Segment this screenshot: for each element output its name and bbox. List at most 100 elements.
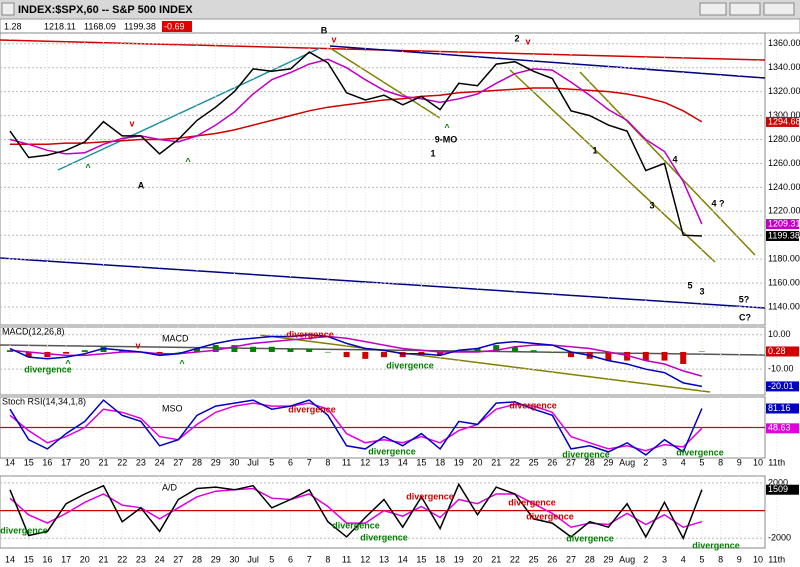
x-tick-label: 15 bbox=[416, 554, 426, 564]
value-tag bbox=[766, 116, 799, 127]
ad-panel bbox=[0, 475, 766, 549]
histogram-bar bbox=[7, 350, 13, 352]
x-tick-label: 25 bbox=[529, 554, 539, 564]
histogram-bar bbox=[100, 346, 107, 352]
annotation: B bbox=[321, 25, 328, 35]
annotation: 1 bbox=[430, 148, 435, 158]
x-tick-label: 29 bbox=[603, 457, 613, 467]
x-tick-label: 19 bbox=[454, 554, 464, 564]
x-tick-label: 9 bbox=[737, 554, 742, 564]
y-tick-label: 1280.00 bbox=[768, 134, 800, 144]
x-tick-label: 2 bbox=[643, 554, 648, 564]
histogram-bar bbox=[530, 350, 537, 352]
annotation: divergence bbox=[508, 497, 556, 507]
chart-title: INDEX:$SPX,60 -- S&P 500 INDEX bbox=[18, 4, 193, 16]
histogram-bar bbox=[568, 351, 574, 358]
x-tick-label: 22 bbox=[117, 554, 127, 564]
value-tag bbox=[766, 423, 799, 434]
annotation: divergence bbox=[526, 511, 574, 521]
x-tick-label: 17 bbox=[61, 457, 71, 467]
histogram-bar bbox=[306, 348, 313, 352]
info-value: 1218.11 bbox=[44, 21, 76, 31]
x-tick-label: 10 bbox=[753, 554, 763, 564]
trend-line bbox=[57, 47, 321, 171]
x-tick-label: 16 bbox=[42, 457, 52, 467]
x-tick-label: 8 bbox=[718, 554, 723, 564]
button[interactable] bbox=[699, 2, 727, 16]
x-tick-label: 22 bbox=[117, 457, 127, 467]
x-tick-label: 12 bbox=[360, 554, 370, 564]
annotation: divergence bbox=[386, 360, 434, 370]
annotation: divergence bbox=[509, 400, 557, 410]
x-tick-label: 9 bbox=[737, 457, 742, 467]
annotation: 5? bbox=[739, 294, 750, 304]
value-tag-label: 81.16 bbox=[768, 403, 791, 413]
y-tick-label: 1140.00 bbox=[768, 301, 800, 311]
x-tick-label: 22 bbox=[510, 554, 520, 564]
series-line bbox=[9, 399, 703, 456]
histogram-bar bbox=[63, 351, 70, 354]
x-tick-label: 14 bbox=[5, 554, 15, 564]
x-tick-label: 11 bbox=[342, 554, 351, 564]
histogram-bar bbox=[661, 351, 668, 361]
x-tick-label: 20 bbox=[472, 457, 482, 467]
x-tick-label: Aug bbox=[619, 457, 635, 467]
x-tick-label: 16 bbox=[42, 554, 52, 564]
annotation: ^ bbox=[179, 358, 185, 368]
annotation: ^ bbox=[185, 156, 191, 166]
annotation: divergence bbox=[368, 446, 416, 456]
x-tick-label: 2 bbox=[643, 457, 648, 467]
y-tick-label: 1260.00 bbox=[768, 158, 800, 168]
trend-line bbox=[509, 69, 716, 263]
value-tag-label: -20.01 bbox=[768, 381, 794, 391]
icon bbox=[1, 2, 15, 16]
annotation: 2 bbox=[514, 33, 519, 43]
button[interactable] bbox=[729, 2, 761, 16]
value-tag-label: 0.28 bbox=[768, 346, 786, 356]
x-tick-label: 14 bbox=[5, 457, 15, 467]
button[interactable] bbox=[763, 2, 795, 16]
x-tick-label: 26 bbox=[547, 554, 557, 564]
histogram-bar bbox=[362, 351, 369, 359]
panel-label: MSO bbox=[162, 403, 183, 413]
y-tick-label: -10.00 bbox=[768, 364, 794, 374]
y-tick-label: 1220.00 bbox=[768, 206, 800, 216]
x-tick-label: 20 bbox=[80, 554, 90, 564]
x-tick-label: 20 bbox=[472, 554, 482, 564]
title-bar bbox=[0, 0, 800, 19]
x-tick-label: 25 bbox=[529, 457, 539, 467]
annotation: v bbox=[129, 118, 134, 128]
series-line bbox=[9, 335, 703, 377]
histogram-bar bbox=[624, 351, 631, 361]
value-tag bbox=[766, 346, 799, 357]
y-tick-label: -2000 bbox=[768, 533, 791, 543]
price-panel bbox=[0, 32, 766, 326]
x-tick-label: 8 bbox=[325, 457, 330, 467]
x-tick-label: 19 bbox=[454, 457, 464, 467]
value-tag bbox=[766, 230, 799, 241]
x-tick-label: Jul bbox=[247, 554, 259, 564]
annotation: 3 bbox=[699, 286, 704, 296]
x-tick-label: 28 bbox=[192, 457, 202, 467]
x-tick-label: 7 bbox=[307, 554, 312, 564]
trend-line bbox=[0, 257, 766, 309]
x-tick-label: 30 bbox=[229, 554, 239, 564]
x-tick-label: 6 bbox=[288, 457, 293, 467]
x-tick-label: 28 bbox=[585, 554, 595, 564]
annotation: divergence bbox=[676, 447, 724, 457]
x-tick-label: Aug bbox=[619, 554, 635, 564]
series-line bbox=[10, 87, 703, 146]
value-tag bbox=[766, 219, 799, 230]
x-tick-label: 27 bbox=[566, 457, 576, 467]
x-tick-label: 15 bbox=[24, 554, 34, 564]
histogram-bar bbox=[287, 348, 294, 352]
y-tick-label: 1240.00 bbox=[768, 182, 800, 192]
x-tick-label: 28 bbox=[192, 554, 202, 564]
x-tick-label: 8 bbox=[718, 457, 723, 467]
value-tag-label: 1294.68 bbox=[768, 116, 800, 126]
annotation: 5 bbox=[687, 280, 692, 290]
y-tick-label: 1160.00 bbox=[768, 277, 800, 287]
x-tick-label: Jul bbox=[247, 457, 259, 467]
histogram-bar bbox=[642, 351, 649, 361]
x-tick-label: 17 bbox=[61, 554, 71, 564]
